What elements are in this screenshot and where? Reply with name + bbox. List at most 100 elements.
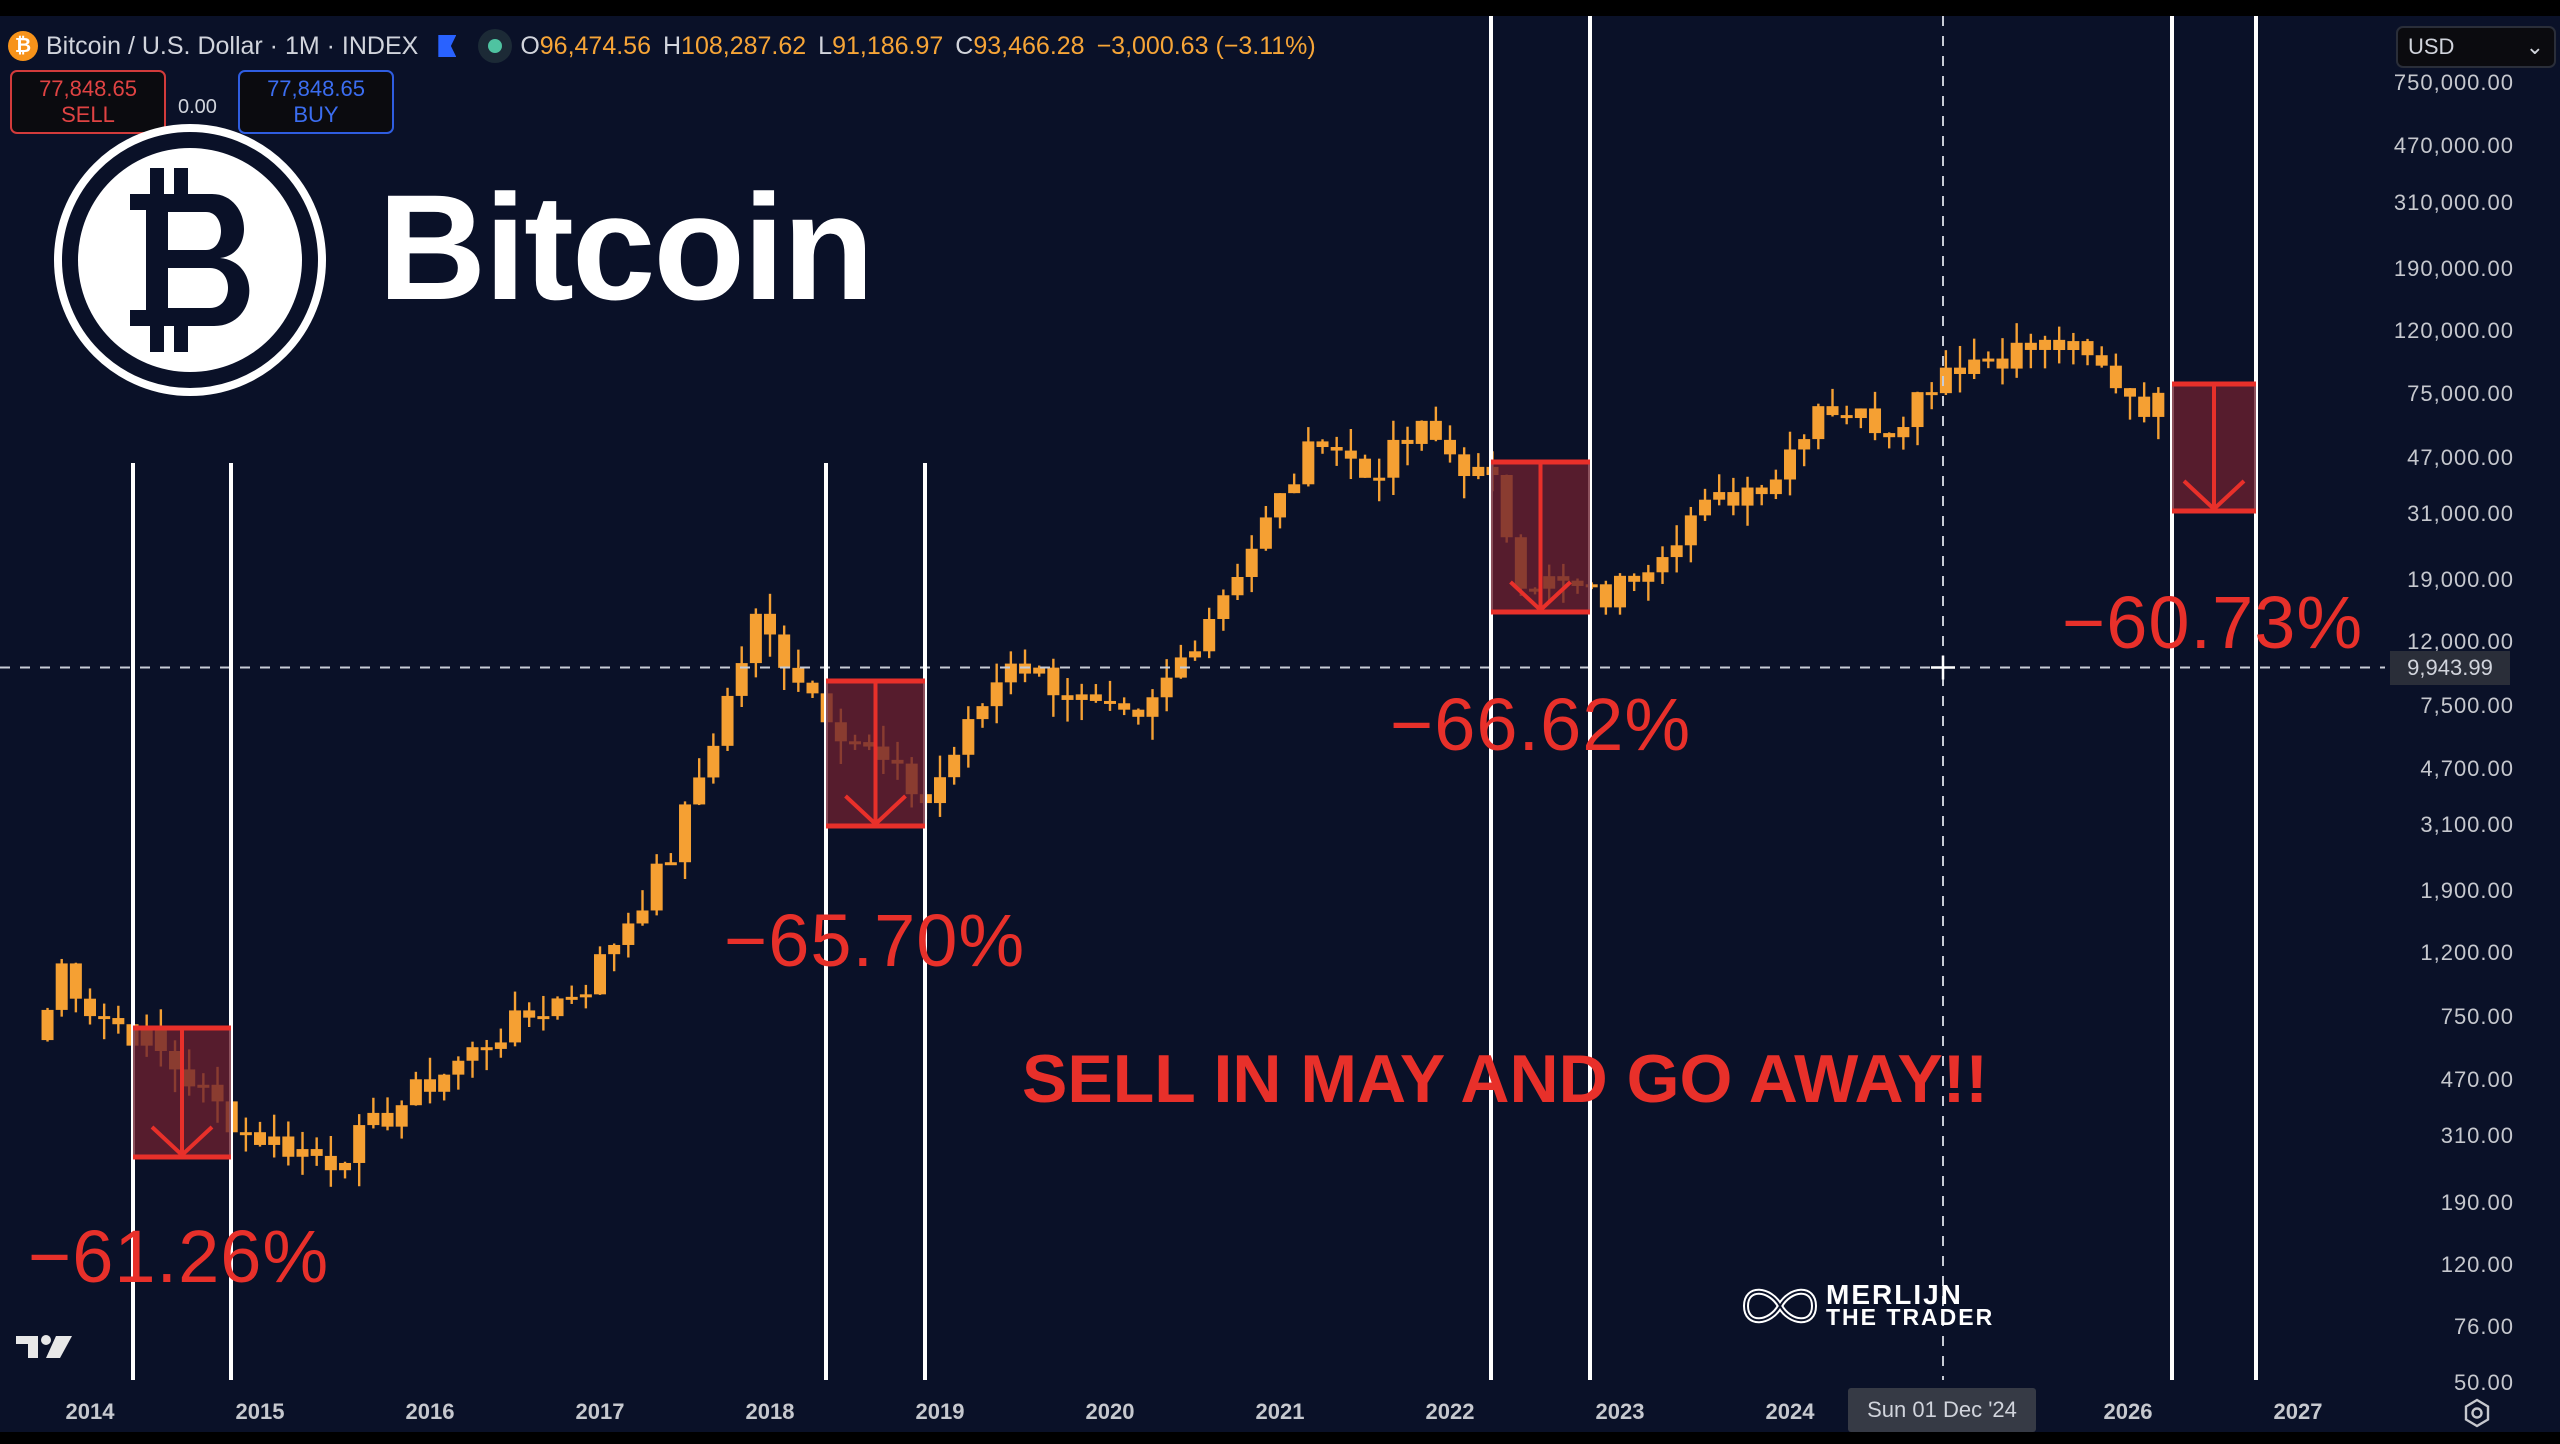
candle-body	[735, 663, 748, 696]
buy-label: BUY	[293, 102, 339, 127]
candle-body	[1954, 367, 1966, 374]
price-tick-label: 310,000.00	[2393, 189, 2514, 215]
candle-body	[1132, 709, 1145, 717]
sell-label: SELL	[61, 102, 115, 127]
crosshair-cursor-icon	[1931, 655, 1955, 680]
buy-button[interactable]: 77,848.65 BUY	[238, 70, 394, 134]
candle-body	[565, 996, 578, 1000]
candle-body	[934, 777, 946, 804]
candle-body	[310, 1149, 323, 1156]
candle-body	[84, 998, 96, 1017]
drawdown-label-2018: −65.70%	[724, 899, 1026, 982]
candle-body	[806, 682, 819, 694]
candle-body	[1755, 487, 1768, 495]
candle-body	[1897, 427, 1910, 438]
price-tick-label: 3,100.00	[2420, 812, 2514, 838]
change-value: −3,000.63 (−3.11%)	[1096, 31, 1316, 60]
candle-body	[594, 954, 606, 995]
candle-body	[494, 1042, 507, 1049]
settings-gear-icon[interactable]	[2462, 1398, 2492, 1428]
candle-body	[2010, 342, 2023, 369]
price-tick-label: 120,000.00	[2393, 317, 2514, 343]
candle-body	[1387, 439, 1400, 478]
spread-value: 0.00	[178, 96, 217, 118]
candle-body	[1444, 439, 1456, 455]
merlijn-watermark: MERLIJN THE TRADER	[1740, 1278, 1994, 1334]
candle-body	[1259, 517, 1272, 549]
flag-icon[interactable]	[438, 35, 457, 57]
candle-body	[636, 910, 649, 924]
candle-body	[424, 1079, 436, 1092]
time-tick-label: 2014	[65, 1399, 115, 1424]
price-plot[interactable]	[0, 16, 2560, 1432]
high-value: 108,287.62	[681, 31, 807, 60]
candle-body	[608, 944, 621, 955]
candle-body	[1274, 493, 1286, 518]
candle-body	[622, 923, 635, 945]
symbol-legend: ₿ Bitcoin / U.S. Dollar · 1M · INDEX O 96…	[8, 28, 1316, 64]
candle-body	[1316, 441, 1329, 448]
merlijn-infinity-icon	[1742, 1288, 1818, 1324]
candle-body	[1104, 700, 1116, 704]
candle-body	[41, 1009, 54, 1041]
candle-body	[948, 754, 961, 778]
drawdown-label-2022: −66.62%	[1390, 683, 1692, 766]
arrow-down-icon	[1509, 462, 1572, 613]
candle-body	[2067, 341, 2080, 351]
slogan-text: SELL IN MAY AND GO AWAY!!	[1022, 1041, 1989, 1117]
price-tick-label: 4,700.00	[2420, 755, 2514, 781]
candle-body	[409, 1079, 422, 1106]
top-black-bar	[0, 0, 2560, 16]
candle-body	[1656, 557, 1669, 573]
tradingview-logo-icon[interactable]	[14, 1332, 74, 1362]
candle-body	[1699, 499, 1712, 516]
candle-body	[268, 1136, 281, 1145]
candle-body	[2053, 339, 2066, 351]
drawdown-label-2014: −61.26%	[28, 1215, 330, 1298]
candle-body	[1373, 477, 1386, 481]
candle-body	[381, 1112, 394, 1127]
candle-body	[1047, 667, 1060, 696]
candle-body	[650, 863, 663, 911]
time-tick-label: 2024	[1765, 1399, 1815, 1424]
candle-body	[1614, 575, 1626, 608]
candle-body	[1033, 667, 1046, 674]
chart-pane[interactable]: ₿ Bitcoin / U.S. Dollar · 1M · INDEX O 96…	[0, 16, 2560, 1432]
candle-body	[1939, 367, 1952, 394]
candle-body	[1061, 695, 1074, 700]
watermark-line1: MERLIJN	[1826, 1279, 1963, 1310]
candle-body	[466, 1047, 479, 1061]
price-tick-label: 190.00	[2440, 1189, 2514, 1215]
candle-body	[523, 1010, 536, 1018]
candle-body	[1968, 359, 1981, 374]
candle-body	[2039, 339, 2052, 350]
buy-price: 77,848.65	[267, 76, 365, 101]
close-value: 93,466.28	[973, 31, 1085, 60]
candle-body	[537, 1016, 550, 1020]
candle-body	[551, 998, 564, 1017]
sell-button[interactable]: 77,848.65 SELL	[10, 70, 166, 134]
candle-body	[664, 862, 677, 866]
symbol-title[interactable]: Bitcoin / U.S. Dollar · 1M · INDEX	[46, 31, 419, 60]
candle-body	[1798, 439, 1811, 450]
price-tick-label: 31,000.00	[2407, 500, 2514, 526]
candle-body	[282, 1136, 295, 1157]
candle-body	[1189, 651, 1202, 658]
candle-body	[778, 634, 791, 668]
candle-body	[1769, 479, 1782, 495]
price-tick-label: 7,500.00	[2420, 692, 2514, 718]
price-tick-label: 470,000.00	[2393, 133, 2514, 159]
candle-body	[1089, 694, 1102, 701]
candle-body	[2138, 396, 2151, 417]
currency-select[interactable]: USD ⌄	[2396, 26, 2556, 68]
candle-body	[707, 745, 720, 778]
candle-body	[1883, 433, 1896, 438]
open-label: O	[520, 31, 540, 60]
price-tick-label: 470.00	[2440, 1067, 2514, 1093]
candle-body	[1642, 572, 1655, 582]
candle-body	[1146, 697, 1159, 717]
price-tick-label: 310.00	[2440, 1123, 2514, 1149]
candle-body	[1628, 575, 1641, 582]
candle-body	[2109, 365, 2122, 389]
price-tick-label: 750.00	[2440, 1003, 2514, 1029]
